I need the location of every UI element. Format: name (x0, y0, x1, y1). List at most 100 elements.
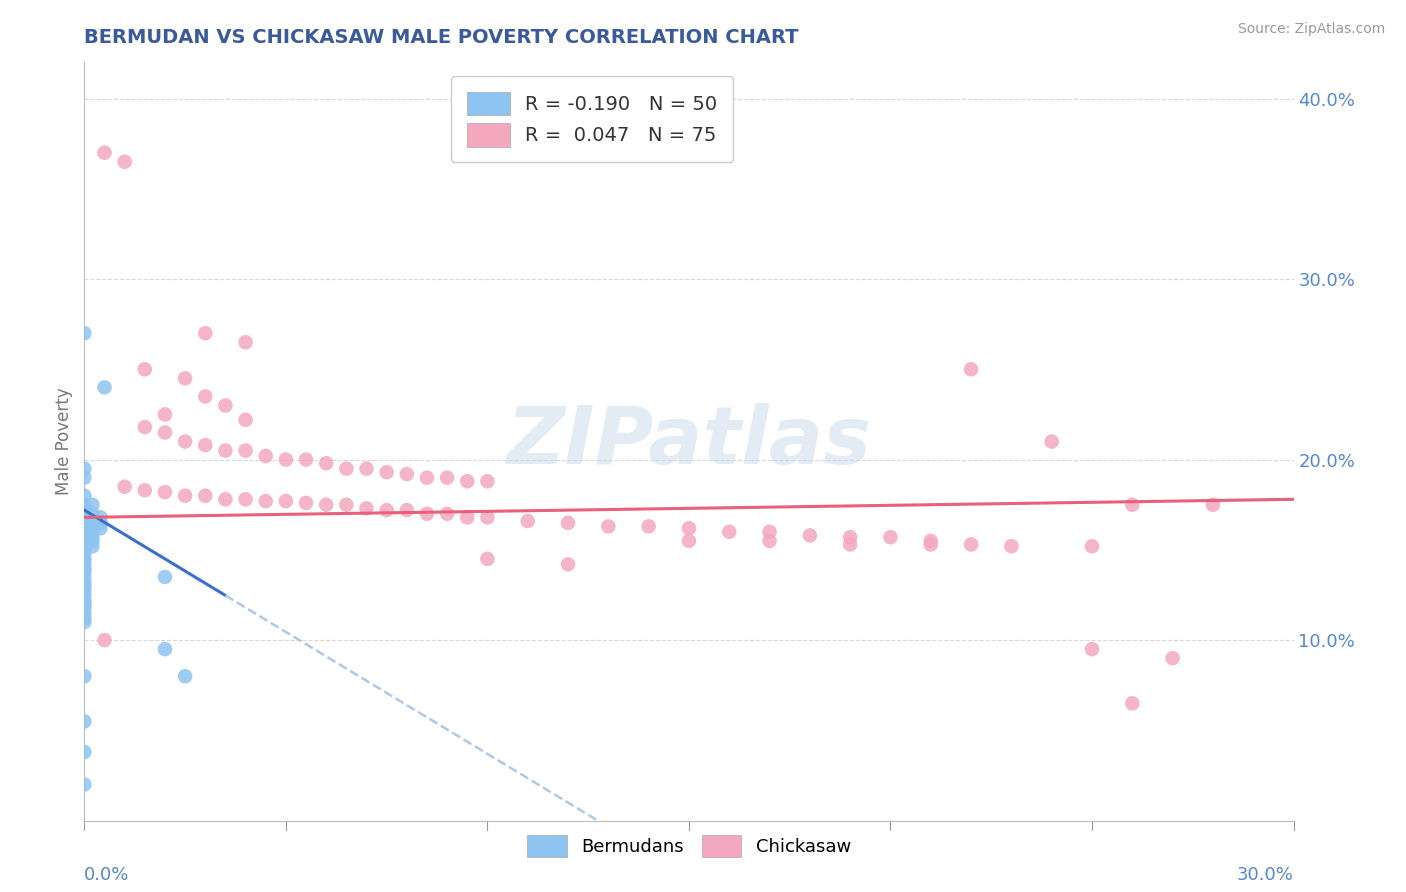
Point (174, 434, 197, 449)
Text: Source: ZipAtlas.com: Source: ZipAtlas.com (1237, 22, 1385, 37)
Point (718, 524, 741, 539)
Point (274, 494, 297, 508)
Point (73, 597, 96, 611)
Point (174, 669, 197, 683)
Point (134, 362, 156, 376)
Point (1000, 539, 1022, 553)
Point (73, 546, 96, 560)
Point (436, 470, 458, 484)
Point (174, 489, 197, 503)
Point (82, 507, 104, 521)
Text: 30.0%: 30.0% (1237, 866, 1294, 884)
Point (416, 507, 439, 521)
Point (356, 501, 378, 516)
Point (214, 399, 236, 413)
Point (335, 498, 357, 512)
Point (879, 530, 901, 544)
Point (315, 498, 337, 512)
Point (73, 600, 96, 615)
Point (73, 552, 96, 566)
Text: BERMUDAN VS CHICKASAW MALE POVERTY CORRELATION CHART: BERMUDAN VS CHICKASAW MALE POVERTY CORRE… (84, 28, 799, 47)
Point (153, 570, 176, 584)
Point (73, 510, 96, 524)
Point (356, 461, 378, 475)
Point (73, 570, 96, 584)
Point (1121, 696, 1143, 710)
Point (73, 537, 96, 551)
Point (73, 503, 96, 517)
Point (637, 519, 659, 533)
Point (153, 425, 176, 440)
Point (73, 606, 96, 620)
Point (73, 615, 96, 629)
Point (335, 461, 357, 475)
Point (557, 558, 579, 572)
Point (73, 778, 96, 792)
Point (598, 519, 620, 533)
Point (73, 593, 96, 607)
Point (194, 438, 217, 452)
Point (477, 552, 499, 566)
Point (73, 516, 96, 530)
Point (214, 492, 236, 507)
Text: ZIPatlas: ZIPatlas (506, 402, 872, 481)
Point (153, 408, 176, 422)
Point (395, 503, 418, 517)
Point (93, 633, 115, 648)
Point (1161, 651, 1184, 665)
Point (839, 530, 862, 544)
Point (73, 521, 96, 535)
Point (678, 533, 700, 548)
Point (73, 575, 96, 590)
Point (73, 714, 96, 729)
Point (82, 516, 104, 530)
Point (235, 413, 257, 427)
Point (73, 669, 96, 683)
Point (73, 556, 96, 570)
Point (1081, 539, 1104, 553)
Point (114, 480, 136, 494)
Point (315, 456, 337, 470)
Point (73, 461, 96, 475)
Point (73, 561, 96, 575)
Point (73, 524, 96, 539)
Point (73, 326, 96, 341)
Point (82, 539, 104, 553)
Point (89, 521, 111, 535)
Point (134, 420, 156, 434)
Point (73, 542, 96, 557)
Point (274, 452, 297, 467)
Point (799, 528, 821, 542)
Point (153, 642, 176, 657)
Text: 0.0%: 0.0% (84, 866, 129, 884)
Point (214, 443, 236, 458)
Point (89, 516, 111, 530)
Point (678, 521, 700, 535)
Point (477, 475, 499, 489)
Legend: Bermudans, Chickasaw: Bermudans, Chickasaw (520, 828, 858, 864)
Point (73, 489, 96, 503)
Y-axis label: Male Poverty: Male Poverty (55, 388, 73, 495)
Point (235, 335, 257, 350)
Point (73, 470, 96, 484)
Point (73, 579, 96, 593)
Point (235, 443, 257, 458)
Point (758, 524, 780, 539)
Point (960, 362, 983, 376)
Point (82, 530, 104, 544)
Point (375, 503, 398, 517)
Point (557, 516, 579, 530)
Point (194, 326, 217, 341)
Point (960, 537, 983, 551)
Point (456, 510, 478, 524)
Point (89, 510, 111, 524)
Point (920, 533, 942, 548)
Point (456, 475, 478, 489)
Point (1081, 642, 1104, 657)
Point (516, 514, 538, 528)
Point (477, 510, 499, 524)
Point (73, 582, 96, 597)
Point (194, 489, 217, 503)
Point (375, 465, 398, 479)
Point (436, 507, 458, 521)
